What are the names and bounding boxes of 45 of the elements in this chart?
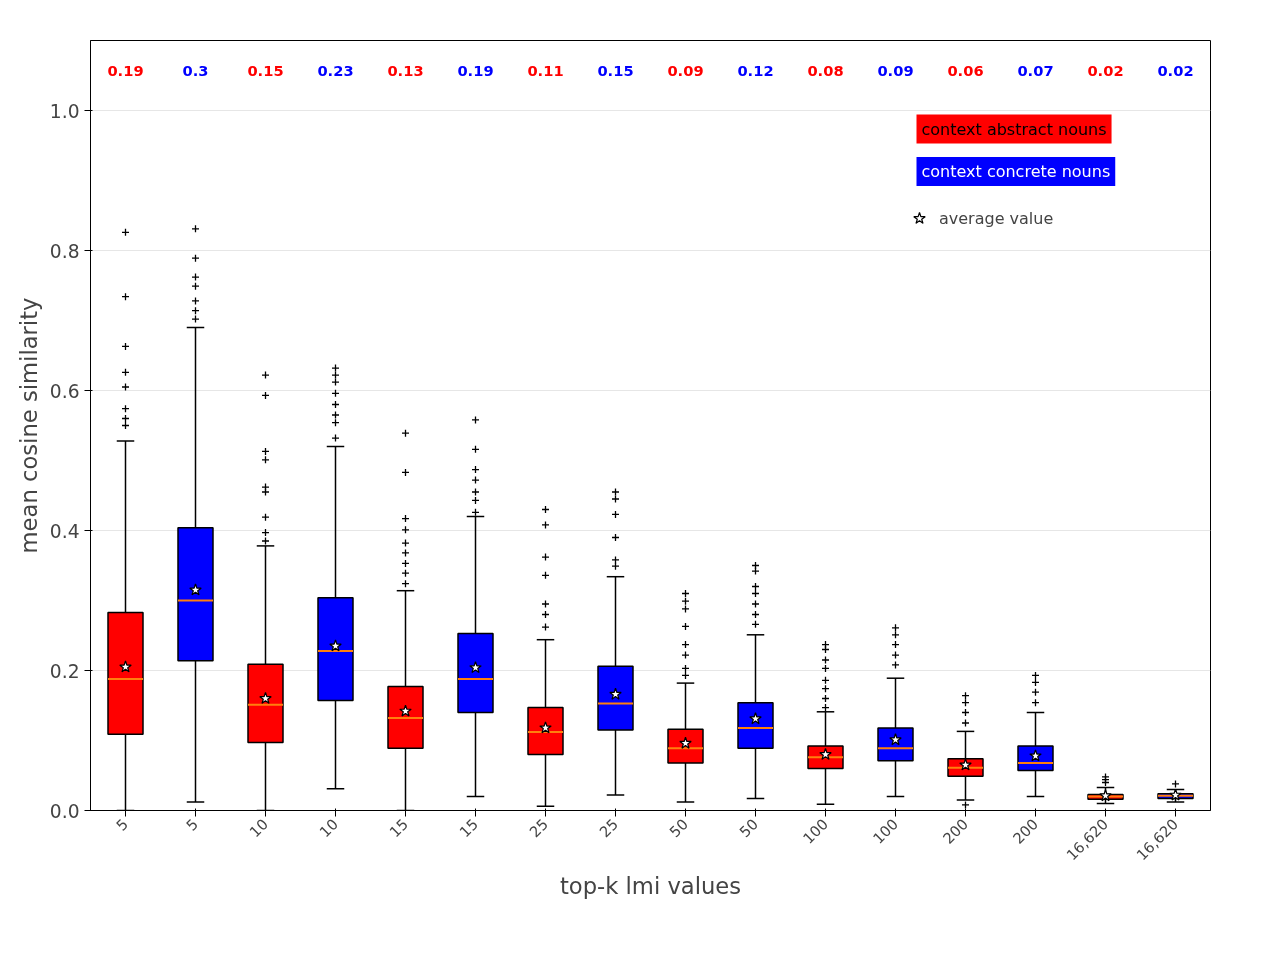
annotation: 0.09 — [877, 62, 914, 80]
legend-label: average value — [939, 208, 1054, 228]
x-tick-label: 50 — [665, 815, 692, 841]
point — [399, 704, 412, 717]
point — [749, 712, 762, 725]
annotation: 0.02 — [1157, 62, 1194, 80]
annotation: 0.13 — [387, 62, 424, 80]
x-tick-label: 50 — [735, 815, 762, 841]
x-tick-label: 25 — [595, 815, 622, 841]
y-tick-label: 0.0 — [49, 800, 80, 822]
x-tick-label: 25 — [525, 815, 552, 841]
text: context concrete nouns — [921, 161, 1111, 181]
annotation: 0.15 — [247, 62, 284, 80]
point — [189, 583, 202, 596]
y-tick-label: 1.0 — [49, 100, 80, 122]
x-tick-label: 5 — [182, 815, 202, 834]
x-tick-label: 15 — [385, 815, 412, 841]
annotation: 0.09 — [667, 62, 704, 80]
x-tick-label: 10 — [245, 815, 272, 841]
annotation: 0.08 — [807, 62, 844, 80]
annotation: 0.23 — [317, 62, 354, 80]
y-tick-label: 0.8 — [49, 240, 80, 262]
point — [609, 687, 622, 700]
annotation: 0.07 — [1017, 62, 1054, 80]
annotation: 0.11 — [527, 62, 564, 80]
text: context abstract nouns — [921, 119, 1107, 139]
annotation: 0.3 — [182, 62, 209, 80]
point — [119, 660, 132, 673]
annotation: 0.19 — [457, 62, 494, 80]
annotation: 0.12 — [737, 62, 774, 80]
x-tick-label: 5 — [112, 815, 132, 834]
x-tick-label: 10 — [315, 815, 342, 841]
point — [259, 691, 272, 704]
annotation: 0.19 — [107, 62, 144, 80]
annotation: 0.02 — [1087, 62, 1124, 80]
point — [329, 639, 342, 652]
point — [469, 661, 482, 674]
y-tick-label: 0.4 — [49, 520, 80, 542]
annotation: 0.15 — [597, 62, 634, 80]
y-tick-label: 0.2 — [49, 660, 80, 682]
x-axis-title: top-k lmi values — [559, 872, 742, 899]
annotation: 0.06 — [947, 62, 984, 80]
x-tick-label: 15 — [455, 815, 482, 841]
y-tick-label: 0.6 — [49, 380, 80, 402]
y-axis-title: mean cosine similarity — [15, 297, 42, 554]
